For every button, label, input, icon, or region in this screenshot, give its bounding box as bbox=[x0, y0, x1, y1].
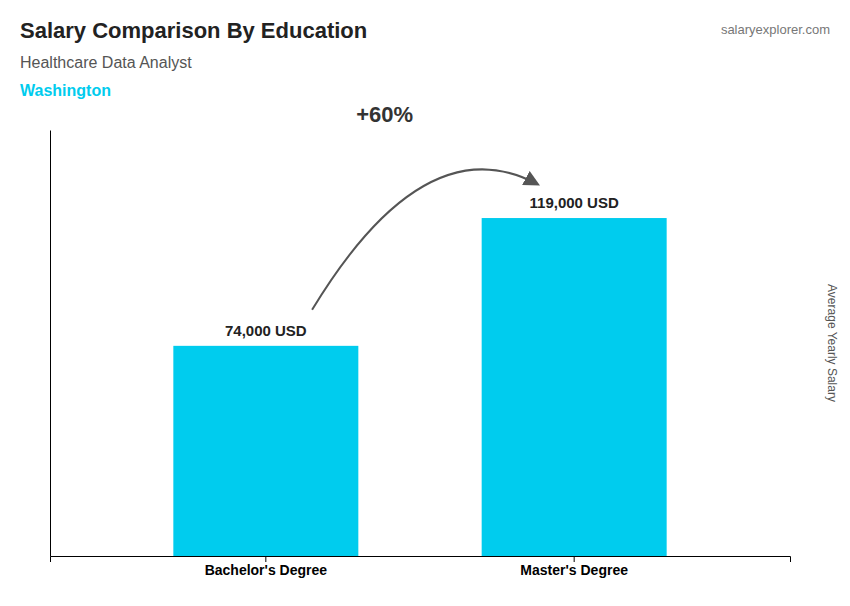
x-tick-label: Master's Degree bbox=[520, 562, 628, 578]
chart: Salary Comparison By Education Healthcare… bbox=[0, 0, 850, 606]
y-axis-line bbox=[50, 131, 51, 557]
bars bbox=[173, 218, 666, 556]
data-label: 74,000 USD bbox=[225, 322, 307, 339]
bar bbox=[482, 218, 667, 556]
x-tick-label: Bachelor's Degree bbox=[205, 562, 328, 578]
y-axis-title: Average Yearly Salary bbox=[825, 284, 839, 402]
change-label: +60% bbox=[356, 102, 413, 127]
subtitle: Healthcare Data Analyst bbox=[20, 54, 192, 71]
location: Washington bbox=[20, 82, 111, 99]
x-axis-line bbox=[51, 557, 791, 563]
x-tick: Master's Degree bbox=[520, 556, 628, 578]
title: Salary Comparison By Education bbox=[20, 18, 367, 43]
x-tick: Bachelor's Degree bbox=[205, 556, 328, 578]
bar bbox=[173, 346, 358, 556]
watermark: salaryexplorer.com bbox=[721, 22, 830, 37]
plot: Bachelor's Degree Master's Degree 74,000 U… bbox=[51, 102, 791, 578]
change-arrow bbox=[312, 169, 537, 309]
data-labels: 74,000 USD 119,000 USD bbox=[225, 194, 619, 339]
data-label: 119,000 USD bbox=[530, 194, 619, 211]
y-axis bbox=[50, 131, 51, 557]
x-axis: Bachelor's Degree Master's Degree bbox=[51, 556, 791, 578]
